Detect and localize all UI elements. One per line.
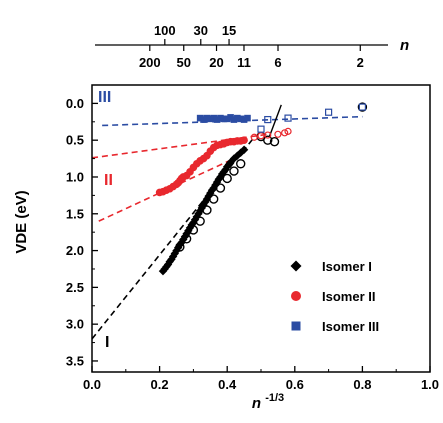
region-label-II: II — [104, 172, 113, 189]
markers — [155, 102, 368, 276]
point-isomer-II-open — [250, 133, 258, 141]
point-isomer-I-open — [357, 102, 368, 112]
point-isomer-I-open — [202, 205, 212, 215]
legend-marker-isomer-I — [290, 260, 302, 272]
point-isomer-I-open — [222, 173, 232, 184]
point-isomer-I-open — [175, 242, 185, 252]
point-isomer-III — [203, 114, 211, 122]
top-lower-tick-label: 2 — [357, 55, 364, 70]
point-isomer-III — [234, 114, 241, 122]
point-isomer-III-open — [264, 115, 272, 124]
plot-frame — [91, 84, 431, 373]
top-lower-tick-label: 20 — [209, 55, 223, 70]
point-isomer-III — [220, 115, 228, 123]
x-tick-label: 0.8 — [353, 377, 371, 392]
legend-label: Isomer II — [322, 289, 375, 304]
x-tick-label: 1.0 — [421, 377, 439, 392]
point-isomer-III — [227, 114, 234, 121]
point-isomer-III — [207, 115, 214, 123]
labels: VDE (eV) n -1/3 I II III — [13, 89, 284, 412]
point-isomer-I — [192, 212, 201, 221]
top-upper-tick-label: 100 — [154, 23, 176, 38]
y-tick-label: 1.0 — [66, 169, 84, 184]
point-isomer-III-open — [284, 114, 292, 122]
x-tick-label: 0.6 — [286, 377, 304, 392]
point-isomer-II-open — [281, 129, 289, 137]
x-tick-label: 0.0 — [83, 377, 101, 392]
point-isomer-III — [240, 116, 248, 123]
point-isomer-I-open — [215, 183, 226, 193]
legend-marker-isomer-II — [291, 291, 301, 301]
point-isomer-II-open — [284, 127, 292, 135]
region-label-III: III — [98, 89, 111, 106]
point-isomer-III — [210, 114, 217, 122]
point-isomer-III — [230, 116, 238, 123]
top-lower-tick-label: 6 — [274, 55, 281, 70]
top-axis: 100 30 15 200 50 20 11 6 2 n — [95, 23, 409, 70]
x-axis-title-main: n — [252, 395, 261, 412]
point-isomer-I-open — [188, 225, 199, 235]
point-isomer-III — [217, 114, 224, 122]
point-isomer-III — [244, 114, 251, 122]
point-isomer-I-open — [236, 159, 246, 169]
point-isomer-I — [194, 209, 203, 218]
point-isomer-I-open — [229, 166, 239, 176]
point-isomer-I-open — [263, 135, 273, 145]
y-tick-label: 2.0 — [66, 243, 84, 258]
break-line — [268, 104, 282, 137]
top-upper-tick-label: 15 — [222, 23, 236, 38]
point-isomer-III-open — [325, 108, 333, 116]
legend-label: Isomer III — [322, 319, 379, 334]
axes: 0.0 0.2 0.4 0.6 0.8 1.0 0.0 0.5 1.0 1.5 2.0 2.5 3.0 3… — [66, 84, 439, 392]
point-isomer-I — [221, 165, 230, 174]
y-tick-label: 0.5 — [66, 133, 84, 148]
point-isomer-I — [212, 177, 222, 187]
point-isomer-II-open — [257, 132, 265, 140]
point-isomer-III — [196, 114, 204, 122]
point-isomer-I — [173, 243, 183, 252]
point-isomer-I-open — [208, 194, 219, 204]
point-isomer-III — [200, 116, 207, 123]
y-tick-label: 2.5 — [66, 280, 84, 295]
top-lower-tick-label: 11 — [237, 55, 251, 70]
point-isomer-II-open — [274, 130, 282, 138]
y-tick-label: 0.0 — [66, 96, 84, 111]
point-isomer-I — [239, 145, 249, 154]
point-isomer-I — [189, 218, 198, 227]
y-tick-label: 3.0 — [66, 317, 84, 332]
point-isomer-III — [223, 115, 231, 123]
point-isomer-III-open — [257, 125, 265, 133]
legend-marker-isomer-III — [291, 321, 301, 331]
x-axis-title-exponent: -1/3 — [265, 392, 284, 404]
top-lower-tick-label: 200 — [139, 55, 161, 70]
y-tick-label: 3.5 — [66, 353, 84, 368]
point-isomer-I-open — [195, 216, 205, 226]
point-isomer-III-open — [358, 103, 366, 111]
x-tick-label: 0.2 — [151, 377, 169, 392]
point-isomer-II-open — [264, 131, 272, 139]
x-axis-title: n -1/3 — [252, 392, 284, 412]
legend-label: Isomer I — [322, 259, 372, 274]
legend: Isomer I Isomer II Isomer III — [290, 259, 379, 334]
point-isomer-III — [213, 116, 221, 123]
top-lower-tick-label: 50 — [177, 55, 191, 70]
point-isomer-I-open — [269, 136, 280, 147]
top-axis-label: n — [400, 37, 409, 54]
point-isomer-I — [216, 172, 225, 182]
point-isomer-III — [237, 115, 245, 123]
y-tick-label: 1.5 — [66, 206, 84, 221]
top-upper-tick-label: 30 — [194, 23, 208, 38]
point-isomer-I — [167, 255, 176, 264]
y-axis-title: VDE (eV) — [13, 190, 30, 253]
point-isomer-I-open — [181, 234, 192, 244]
point-isomer-II — [240, 136, 248, 144]
region-label-I: I — [105, 334, 109, 351]
x-tick-label: 0.4 — [218, 377, 237, 392]
